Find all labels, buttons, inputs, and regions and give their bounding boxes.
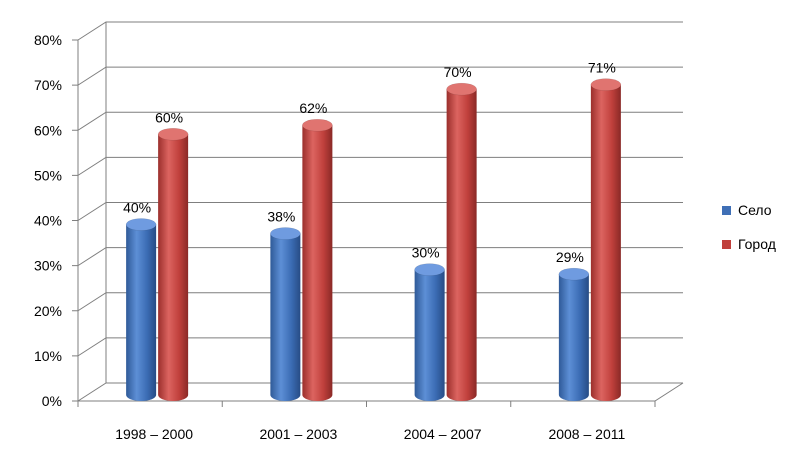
bar-selo-1	[270, 227, 301, 401]
x-axis-ticks: 1998 – 2000 2001 – 2003 2004 – 2007 2008 – …	[115, 426, 625, 442]
axes	[72, 22, 684, 407]
y-tick-label: 20%	[34, 303, 62, 319]
legend-swatch	[722, 206, 731, 215]
x-tick-label: 2004 – 2007	[404, 426, 482, 442]
y-axis-ticks: 0% 10% 20% 30% 40% 50% 60% 70% 80%	[34, 32, 62, 409]
data-label: 30%	[412, 245, 440, 261]
x-tick-label: 2008 – 2011	[548, 426, 625, 442]
data-label: 29%	[556, 249, 584, 265]
legend-label: Город	[738, 236, 776, 252]
legend-label: Село	[738, 202, 772, 218]
x-tick-label: 2001 – 2003	[259, 426, 337, 442]
y-tick-label: 0%	[42, 393, 62, 409]
data-label: 70%	[444, 64, 472, 80]
bar-gorod-0	[157, 128, 189, 401]
legend: Село Город	[722, 202, 776, 252]
data-label: 60%	[155, 109, 183, 125]
data-label: 62%	[299, 100, 327, 116]
bar-gorod-1	[302, 118, 333, 401]
bar-selo-0	[125, 218, 157, 401]
y-tick-label: 60%	[34, 122, 62, 138]
data-label: 38%	[267, 209, 295, 225]
data-label: 71%	[588, 60, 616, 76]
bar-selo-3	[558, 267, 590, 401]
y-tick-label: 70%	[34, 77, 62, 93]
data-label: 40%	[123, 200, 151, 216]
legend-swatch	[722, 240, 731, 249]
y-tick-label: 40%	[34, 213, 62, 229]
bar-gorod-2	[446, 82, 477, 401]
y-tick-label: 80%	[34, 32, 62, 48]
y-tick-label: 10%	[34, 348, 62, 364]
x-tick-label: 1998 – 2000	[115, 426, 193, 442]
data-labels: 40% 38% 30% 29% 60% 62% 70% 71%	[123, 60, 616, 266]
y-tick-label: 50%	[34, 167, 62, 183]
bars	[125, 78, 622, 402]
bar-selo-2	[414, 263, 445, 401]
gridline	[77, 21, 683, 41]
y-tick-label: 30%	[34, 258, 62, 274]
bar-gorod-3	[590, 78, 622, 402]
